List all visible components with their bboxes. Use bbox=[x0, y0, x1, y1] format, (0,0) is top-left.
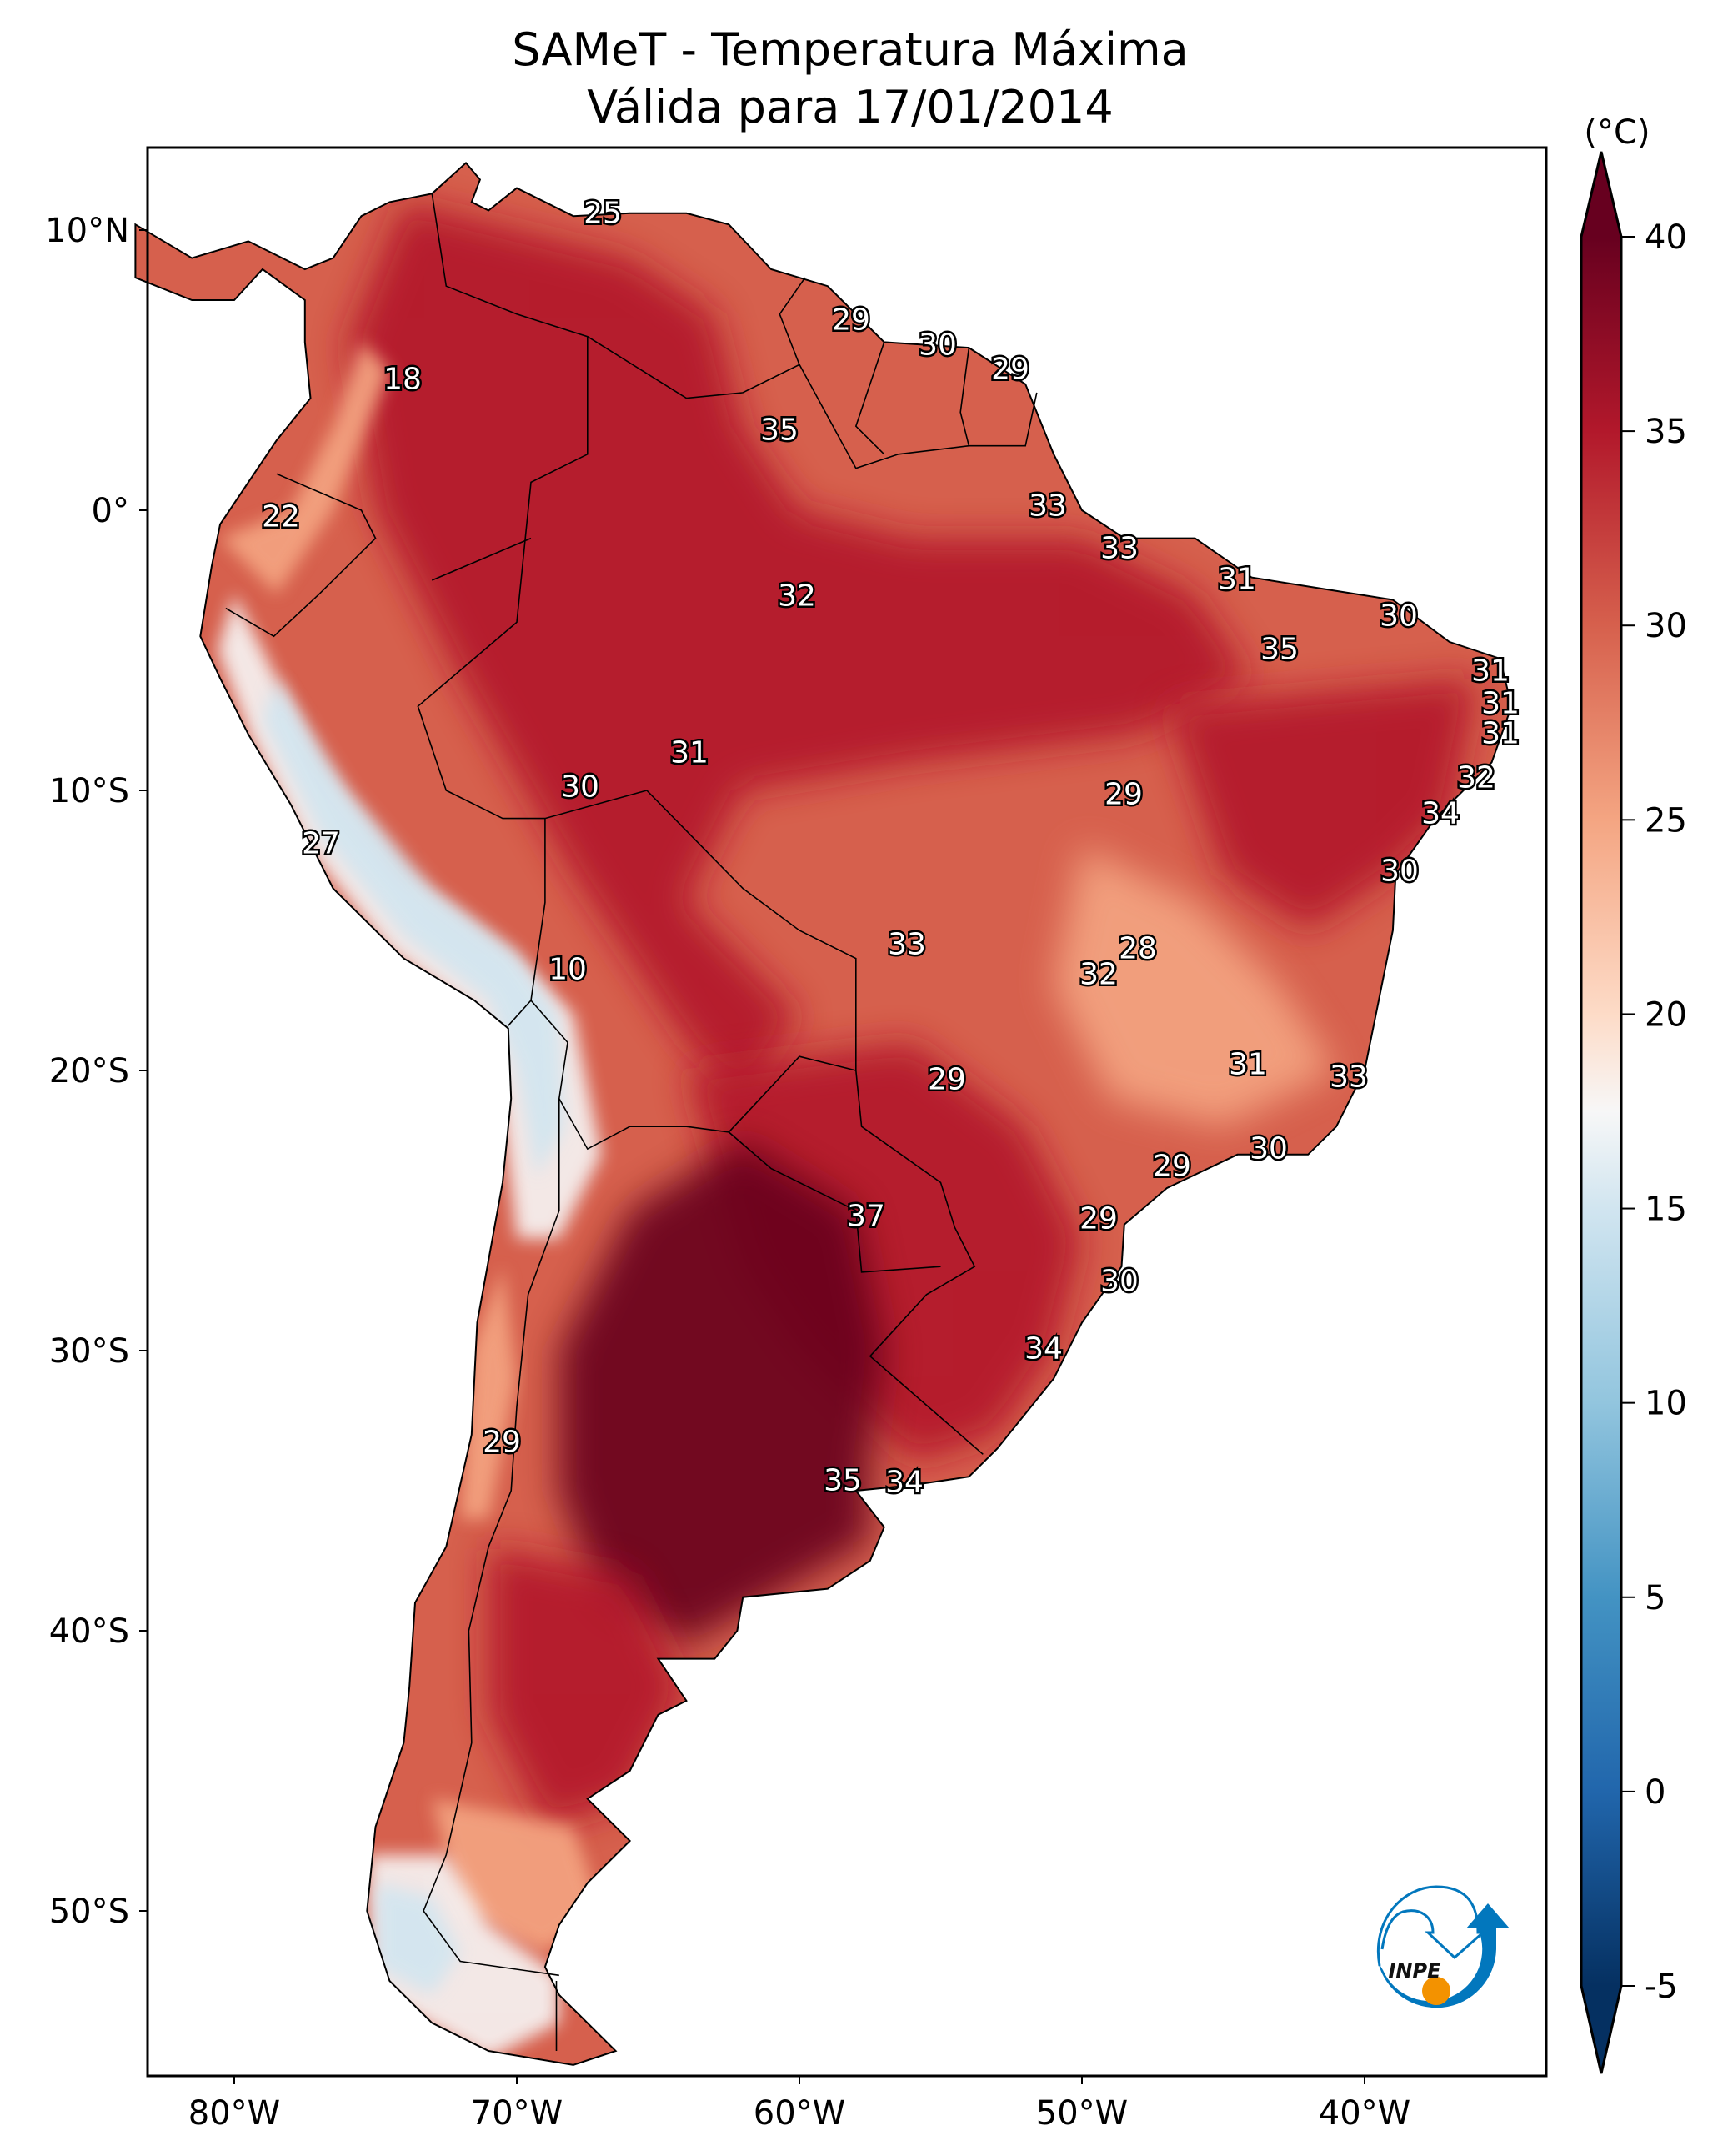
colorbar: (°C) 40 35 30 25 20 15 10 5 0 -5 bbox=[1580, 113, 1687, 2074]
contour-label: 35 bbox=[1260, 633, 1299, 667]
contour-label: 32 bbox=[1457, 761, 1495, 795]
logo-arrow-icon bbox=[1378, 1903, 1510, 2008]
border-line bbox=[587, 277, 806, 399]
contour-label: 30 bbox=[1250, 1132, 1288, 1166]
contour-label: 29 bbox=[991, 353, 1029, 387]
colorbar-tick-label: 35 bbox=[1645, 413, 1687, 451]
contour-label: 30 bbox=[561, 770, 599, 805]
lat-tick-label: 50°S bbox=[49, 1893, 129, 1931]
contour-label: 32 bbox=[778, 579, 816, 614]
contour-label: 33 bbox=[1029, 489, 1067, 524]
mild-region-chile-coast bbox=[460, 1266, 517, 1519]
contour-label: 34 bbox=[1421, 797, 1460, 831]
colorbar-unit: (°C) bbox=[1584, 113, 1650, 152]
contour-label: 31 bbox=[1471, 654, 1510, 689]
lat-tick-label: 0° bbox=[92, 492, 129, 530]
logo-text: INPE bbox=[1389, 1959, 1442, 1983]
contour-label: 18 bbox=[383, 363, 422, 397]
colorbar-tick-label: -5 bbox=[1645, 1968, 1678, 2006]
colorbar-tick-label: 15 bbox=[1645, 1191, 1687, 1229]
contour-label: 33 bbox=[888, 928, 926, 962]
colorbar-tick-label: 20 bbox=[1645, 995, 1687, 1034]
contour-label: 25 bbox=[584, 197, 622, 231]
cold-region-andes bbox=[262, 678, 565, 1177]
lat-tick-label: 10°S bbox=[49, 772, 129, 810]
contour-label: 28 bbox=[1119, 932, 1157, 966]
contour-label: 29 bbox=[1079, 1202, 1118, 1236]
contour-label: 29 bbox=[483, 1426, 521, 1460]
contour-label: 30 bbox=[1380, 599, 1418, 634]
border-line bbox=[431, 537, 532, 581]
border-line bbox=[854, 342, 885, 455]
lat-tick-label: 30°S bbox=[49, 1332, 129, 1371]
border-line bbox=[417, 193, 984, 1455]
contour-label: 29 bbox=[1153, 1150, 1191, 1184]
contour-label: 31 bbox=[670, 736, 709, 770]
map-frame bbox=[146, 146, 1548, 2078]
contour-label: 33 bbox=[1330, 1060, 1368, 1095]
contour-label: 31 bbox=[1481, 687, 1520, 721]
colorbar-tick-label: 30 bbox=[1645, 607, 1687, 645]
border-line bbox=[225, 473, 377, 638]
lon-tick-label: 40°W bbox=[1319, 2094, 1410, 2133]
lat-tick-label: 10°N bbox=[45, 212, 129, 250]
longitude-axis: 80°W 70°W 60°W 50°W 40°W bbox=[188, 2076, 1410, 2133]
inpe-logo: INPE bbox=[1377, 1885, 1510, 2008]
contour-label: 10 bbox=[548, 953, 587, 987]
contour-label: 22 bbox=[262, 500, 300, 534]
border-line bbox=[959, 347, 970, 446]
border-line bbox=[728, 1131, 941, 1273]
contour-label: 31 bbox=[1229, 1048, 1267, 1082]
contour-label: 30 bbox=[1380, 855, 1419, 889]
warm-region-north bbox=[347, 202, 1252, 1099]
mild-region-southeast-brazil bbox=[1054, 846, 1337, 1127]
logo-swirl-icon bbox=[1377, 1885, 1486, 1967]
contour-label: 27 bbox=[302, 827, 340, 861]
logo-sun-icon bbox=[1422, 1977, 1450, 2005]
contour-label: 34 bbox=[1024, 1332, 1063, 1366]
map-subtitle: Válida para 17/01/2014 bbox=[587, 81, 1113, 133]
colorbar-tick-label: 0 bbox=[1645, 1773, 1665, 1812]
colorbar-tick-label: 10 bbox=[1645, 1385, 1687, 1423]
contour-label: 31 bbox=[1481, 717, 1520, 751]
lon-tick-label: 50°W bbox=[1036, 2094, 1128, 2133]
contour-label: 32 bbox=[1079, 958, 1118, 992]
colorbar-tick-label: 40 bbox=[1645, 218, 1687, 257]
lon-tick-label: 60°W bbox=[754, 2094, 845, 2133]
warm-region-southeast bbox=[686, 1042, 1082, 1463]
border-line bbox=[508, 818, 546, 1026]
contour-label: 29 bbox=[832, 303, 870, 338]
latitude-axis: 10°N 0° 10°S 20°S 30°S 40°S 50°S bbox=[45, 212, 148, 1931]
contour-label: 34 bbox=[885, 1466, 924, 1500]
colorbar-tick-label: 5 bbox=[1645, 1579, 1665, 1617]
contour-label: 37 bbox=[847, 1200, 885, 1234]
contour-label: 30 bbox=[1100, 1265, 1139, 1299]
country-borders bbox=[225, 193, 1038, 2051]
lat-tick-label: 20°S bbox=[49, 1052, 129, 1091]
mild-region-northern-andes bbox=[220, 342, 390, 594]
contour-label: 35 bbox=[824, 1464, 862, 1498]
colorbar-scale bbox=[1580, 151, 1623, 2074]
lat-tick-label: 40°S bbox=[49, 1612, 129, 1651]
cold-region-southern-andes bbox=[375, 1883, 461, 1995]
lon-tick-label: 70°W bbox=[471, 2094, 563, 2133]
contour-label: 31 bbox=[1218, 563, 1256, 597]
border-line bbox=[423, 1098, 560, 1977]
contour-label: 30 bbox=[919, 328, 957, 363]
lon-tick-label: 80°W bbox=[188, 2094, 280, 2133]
border-line bbox=[530, 1000, 856, 1151]
coastline bbox=[134, 161, 1513, 2066]
contour-label: 29 bbox=[928, 1063, 966, 1097]
contour-label: 35 bbox=[760, 414, 799, 448]
border-line bbox=[799, 364, 1038, 469]
hot-region-argentina bbox=[558, 1141, 884, 1645]
contour-label: 33 bbox=[1100, 532, 1139, 566]
temperature-field bbox=[217, 202, 1478, 2060]
map-title: SAMeT - Temperatura Máxima bbox=[512, 23, 1188, 76]
contour-label: 29 bbox=[1104, 778, 1143, 812]
colorbar-tick-label: 25 bbox=[1645, 801, 1687, 840]
